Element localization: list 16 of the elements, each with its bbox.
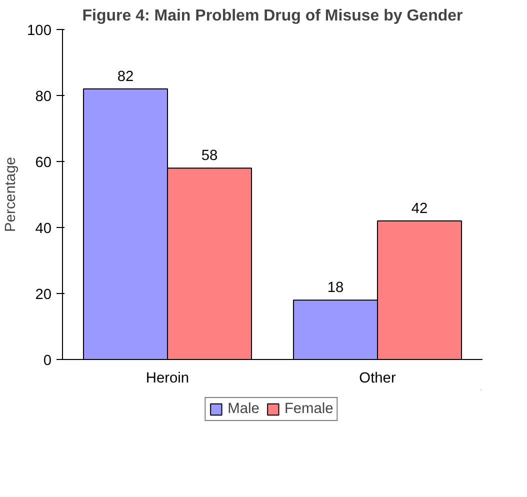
x-tick-label: Heroin [146,370,190,386]
y-tick-label: 60 [35,155,52,171]
y-tick-label: 0 [43,353,52,369]
y-tick-label: 40 [35,221,52,237]
y-tick-label: 20 [35,287,52,303]
data-label: 58 [201,148,218,164]
data-label: 82 [117,68,134,85]
legend-label: Male [228,401,260,417]
y-tick-label: 100 [27,23,52,39]
data-label: 42 [411,200,428,217]
y-axis-title: Percentage [3,157,20,232]
chart-title: Figure 4: Main Problem Drug of Misuse by Gender [82,8,463,24]
data-label: 18 [327,280,344,296]
legend-label: Female [284,401,334,417]
y-tick-label: 80 [35,89,52,105]
x-tick-label: Other [359,370,396,386]
